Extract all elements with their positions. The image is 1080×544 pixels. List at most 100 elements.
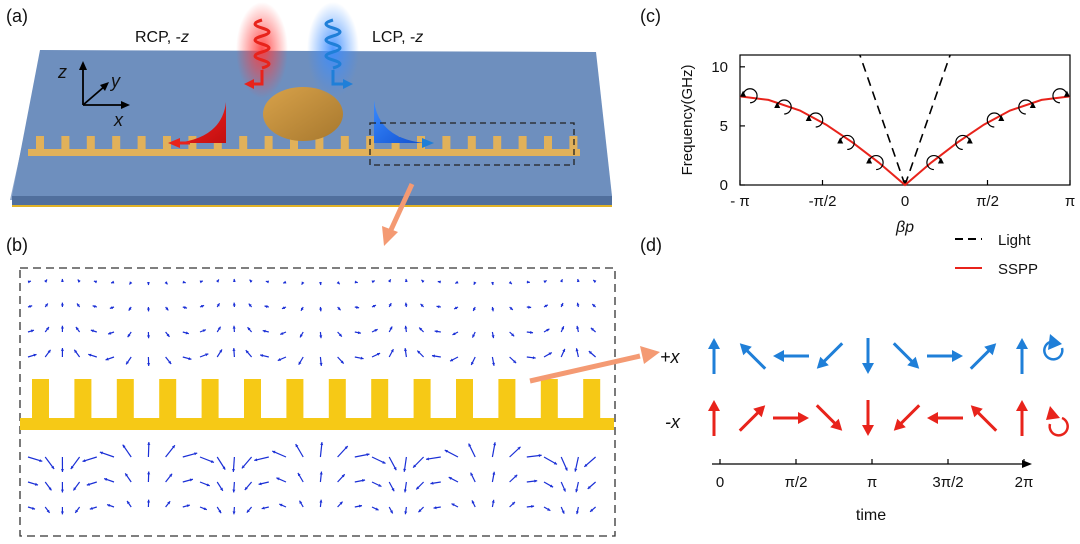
sspp-tooth — [74, 379, 92, 420]
field-vector-head — [248, 303, 252, 307]
field-vector-head — [404, 325, 408, 329]
field-vector-head — [44, 303, 48, 307]
field-vector-head — [434, 329, 438, 333]
field-vector-head — [473, 307, 476, 311]
field-vector-head — [232, 302, 236, 306]
field-vector-head — [164, 281, 168, 285]
sspp-tooth — [583, 379, 601, 420]
field-vector-head — [491, 499, 495, 503]
time-label: time — [856, 507, 886, 524]
field-vector-head — [216, 303, 220, 307]
field-region-box — [19, 267, 616, 537]
grating-tooth — [86, 136, 95, 150]
field-vector-head — [146, 335, 151, 339]
field-vector-head — [232, 489, 236, 493]
field-vector-head — [283, 280, 287, 284]
field-vector-head — [218, 509, 222, 514]
rotation-marker — [926, 154, 942, 171]
field-vector-head — [391, 488, 395, 492]
field-vector-head — [300, 334, 303, 338]
field-vector-head — [108, 331, 112, 335]
field-vector-head — [165, 307, 169, 311]
metal-strip — [28, 149, 580, 156]
lcp-label: LCP, -z — [372, 29, 423, 46]
field-vector-head — [295, 444, 299, 448]
field-vector-head — [372, 304, 376, 308]
field-vector-head — [90, 329, 94, 333]
field-vector-head — [258, 482, 262, 486]
field-vector-head — [169, 473, 173, 477]
panel-c: (c) - π -π/2 0 π/2 π 0 5 10 Frequency(GHz) βp L… — [640, 6, 1075, 278]
panel-d-pointer — [529, 353, 641, 384]
field-vector-head — [44, 279, 48, 283]
field-vector-head — [471, 500, 475, 504]
field-vector-head — [51, 465, 55, 470]
field-vector-head — [166, 333, 170, 337]
field-vector-head — [47, 349, 51, 353]
light-line-series — [904, 54, 951, 186]
rcp-arrowhead — [244, 79, 254, 89]
field-vector-head — [39, 459, 43, 463]
field-vector-head — [337, 307, 341, 311]
sspp-tooth — [244, 379, 261, 420]
field-vector-head — [472, 334, 476, 338]
polarization-arrowhead — [862, 425, 874, 436]
field-vector-head — [88, 353, 92, 357]
minus-x-label: -x — [665, 412, 681, 432]
plus-rotation-icon — [1043, 340, 1064, 361]
lcp-arrowhead — [343, 79, 353, 89]
field-vector-head — [77, 303, 80, 307]
plot-lines — [739, 54, 1071, 187]
field-vector-head — [389, 510, 393, 514]
sspp-tooth — [498, 379, 516, 420]
field-vector-head — [262, 329, 266, 333]
field-vector-head — [301, 281, 305, 285]
field-vector-head — [202, 329, 206, 333]
field-vector-head — [340, 360, 344, 364]
field-vector-head — [92, 305, 96, 308]
polarization-arrowhead — [1016, 338, 1028, 349]
rotation-marker — [955, 134, 971, 151]
field-arrows — [27, 278, 597, 515]
sspp-strip — [20, 418, 614, 430]
field-vector-head — [418, 509, 422, 513]
field-vector-head — [298, 361, 302, 365]
field-vector-head — [416, 486, 420, 490]
field-vector-head — [146, 308, 150, 312]
field-vector-head — [216, 279, 219, 283]
field-vector-head — [404, 302, 408, 306]
panel-d: (d) +x -x 0 π/2 π 3π/2 2π time — [640, 235, 1069, 524]
field-vector-head — [220, 487, 223, 491]
rotation-marker — [1018, 99, 1034, 115]
field-vector-head — [254, 458, 258, 462]
field-vector-head — [276, 477, 280, 481]
field-vector-head — [451, 503, 455, 507]
field-vector-head — [217, 326, 221, 330]
field-vector-head — [450, 358, 454, 362]
field-vector-head — [389, 326, 393, 330]
grating-tooth — [290, 136, 298, 150]
sspp-tooth — [371, 379, 389, 420]
field-vector-head — [111, 280, 115, 284]
field-vector-head — [147, 499, 151, 503]
field-vector-head — [29, 305, 33, 309]
field-vector-head — [403, 489, 407, 493]
lcp-helix — [324, 18, 342, 70]
field-vector-head — [241, 465, 245, 469]
rotation-marker — [868, 154, 884, 171]
field-vector-head — [513, 360, 517, 364]
field-vector-head — [93, 280, 98, 284]
field-vector-head — [272, 450, 276, 454]
field-vector-head — [576, 279, 580, 283]
field-vector-head — [378, 483, 382, 487]
field-vector-head — [492, 471, 496, 475]
field-vector-head — [222, 466, 226, 470]
field-vector-head — [404, 511, 408, 515]
axis-ticks: - π -π/2 0 π/2 π 0 5 10 — [711, 59, 1075, 210]
field-vector-head — [376, 352, 381, 356]
field-vector-head — [338, 333, 342, 337]
polarization-arrowhead — [862, 363, 874, 374]
sspp-tooth — [328, 379, 346, 420]
field-vector-head — [592, 304, 596, 308]
grating-tooth — [315, 136, 324, 150]
